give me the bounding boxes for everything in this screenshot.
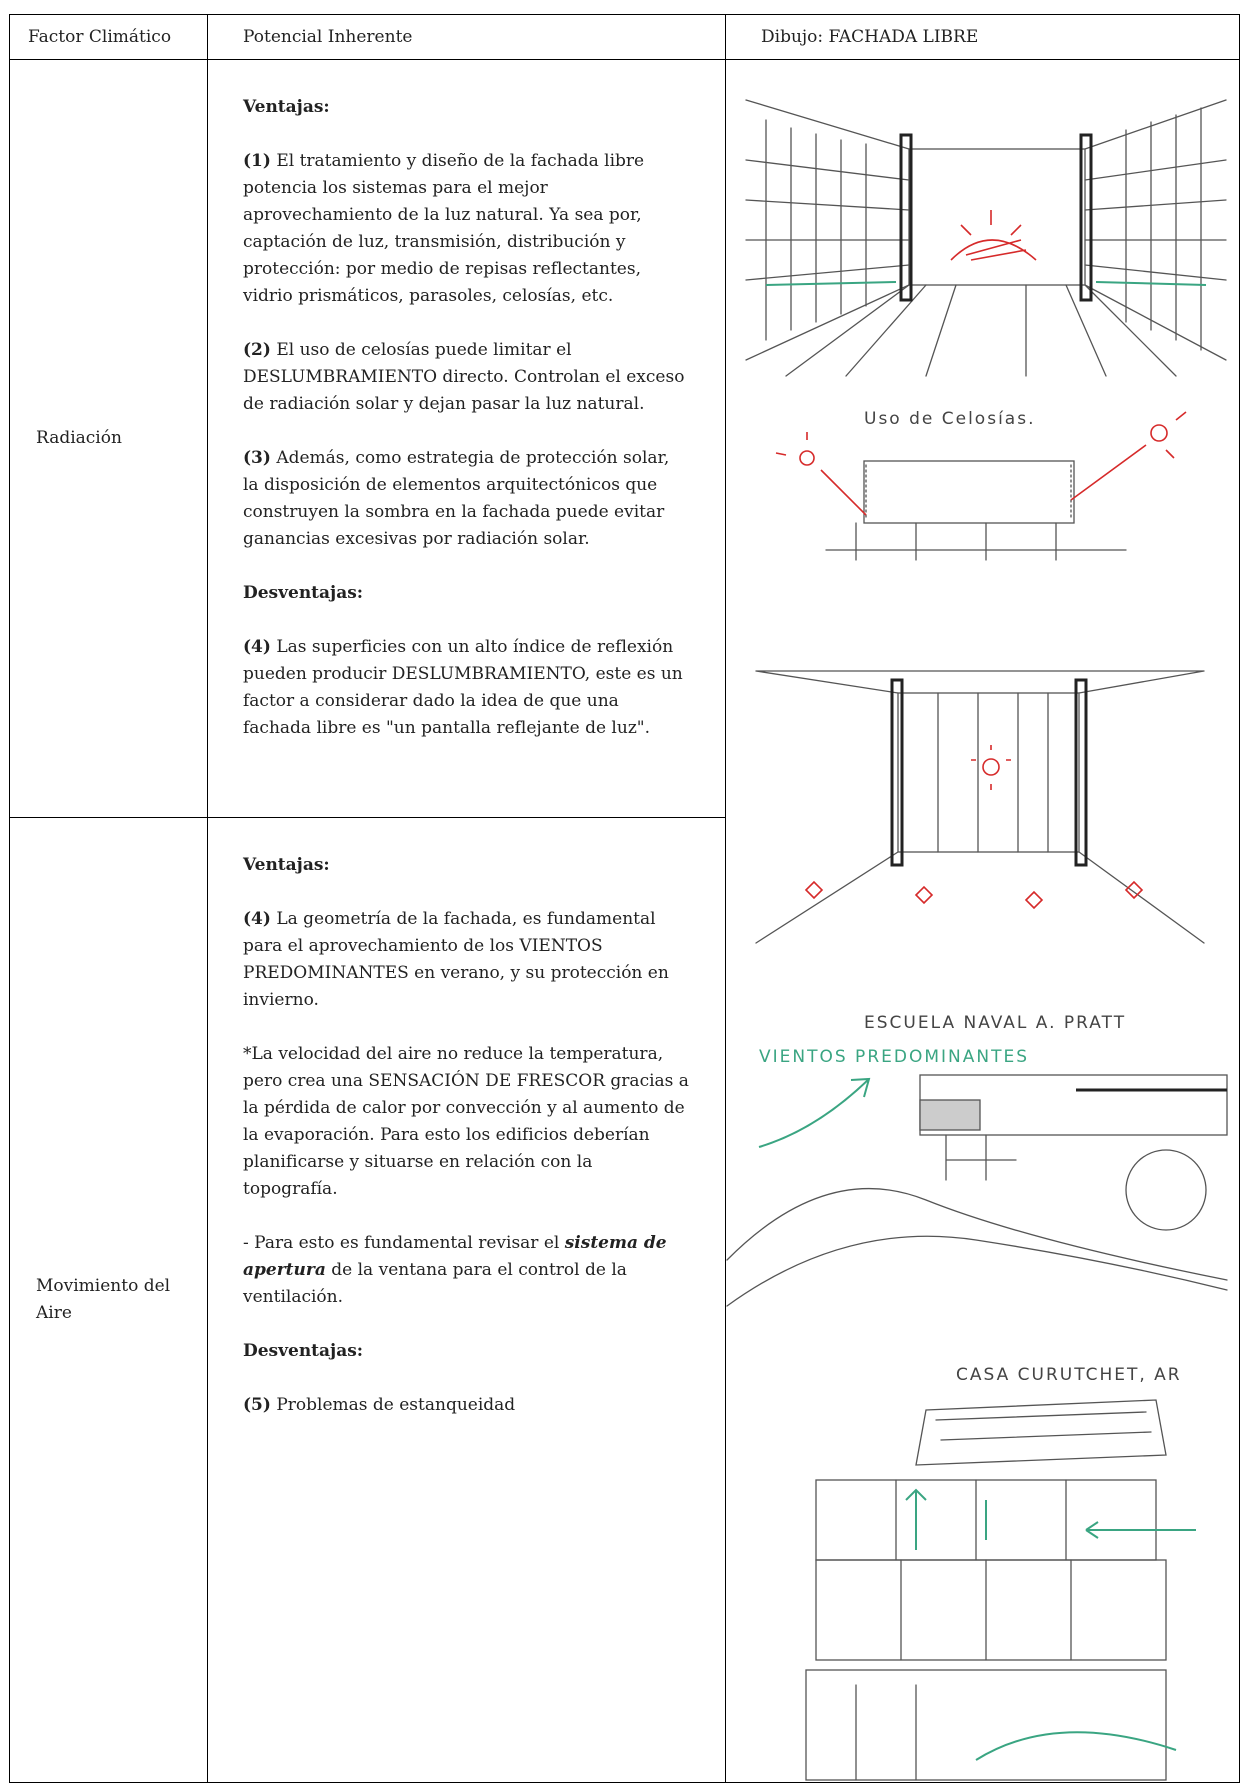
drawing-label: CASA CURUTCHET, AR — [956, 1365, 1182, 1385]
text: El uso de celosías puede limitar el DESL… — [243, 340, 685, 414]
sketch-curutchet: CASA CURUTCHET, AR — [805, 1365, 1196, 1781]
text: - Para esto es fundamental revisar el — [243, 1233, 560, 1253]
number: (3) — [243, 448, 271, 468]
drawing-label: VIENTOS PREDOMINANTES — [759, 1047, 1029, 1067]
text: de la ventana para el control de la vent… — [243, 1260, 627, 1307]
sketches: Uso de Celosías. — [726, 99, 1228, 1781]
text: Problemas de estanqueidad — [276, 1395, 516, 1415]
number: (4) — [243, 637, 271, 657]
number: (2) — [243, 340, 271, 360]
paragraph: (4) La geometría de la fachada, es funda… — [243, 906, 689, 1014]
factor-cell: Radiación — [9, 59, 208, 818]
paragraph: - Para esto es fundamental revisar el si… — [243, 1230, 689, 1311]
paragraph: (1) El tratamiento y diseño de la fachad… — [243, 148, 689, 310]
header-cell: Potencial Inherente — [207, 14, 726, 60]
header-cell: Factor Climático — [9, 14, 208, 60]
drawing-label: ESCUELA NAVAL A. PRATT — [864, 1013, 1126, 1033]
drawing-cell: Uso de Celosías. — [725, 59, 1240, 1783]
header-row: Factor Climático Potencial Inherente Dib… — [9, 14, 1240, 60]
row: Movimiento del Aire Ventajas: (4) La geo… — [9, 817, 1240, 1783]
number: (1) — [243, 151, 271, 171]
paragraph: (5) Problemas de estanqueidad — [243, 1392, 689, 1419]
sketch-glare — [755, 670, 1205, 944]
number: (4) — [243, 909, 271, 929]
emphasis: sistema de apertura — [243, 1233, 667, 1280]
paragraph: (3) Además, como estrategia de protecció… — [243, 445, 689, 553]
row: Radiación Ventajas: (1) El tratamiento y… — [9, 59, 1240, 1783]
drawing-label: Uso de Celosías. — [864, 409, 1035, 429]
paragraph: *La velocidad del aire no reduce la temp… — [243, 1041, 689, 1203]
text: La geometría de la fachada, es fundament… — [243, 909, 669, 1010]
climate-table: Factor Climático Potencial Inherente Dib… — [9, 14, 1240, 1783]
text: *La velocidad del aire no reduce la temp… — [243, 1044, 689, 1199]
header-cell: Dibujo: FACHADA LIBRE — [725, 14, 1240, 60]
paragraph: (2) El uso de celosías puede limitar el … — [243, 337, 689, 418]
factor-cell: Movimiento del Aire — [9, 817, 208, 1783]
text: Además, como estrategia de protección so… — [243, 448, 670, 549]
sketch-escuela: ESCUELA NAVAL A. PRATT VIENTOS PREDOMINA… — [726, 1013, 1228, 1307]
heading: Desventajas: — [243, 1341, 364, 1361]
paragraph: (4) Las superficies con un alto índice d… — [243, 634, 689, 742]
sketch-room — [745, 99, 1227, 377]
number: (5) — [243, 1395, 271, 1415]
heading: Desventajas: — [243, 583, 364, 603]
text-cell: Ventajas: (4) La geometría de la fachada… — [207, 817, 726, 1783]
text: El tratamiento y diseño de la fachada li… — [243, 151, 645, 306]
heading: Ventajas: — [243, 97, 330, 117]
heading: Ventajas: — [243, 855, 330, 875]
text: Las superficies con un alto índice de re… — [243, 637, 683, 738]
text-cell: Ventajas: (1) El tratamiento y diseño de… — [207, 59, 726, 818]
sketch-louvers: Uso de Celosías. — [775, 409, 1187, 561]
